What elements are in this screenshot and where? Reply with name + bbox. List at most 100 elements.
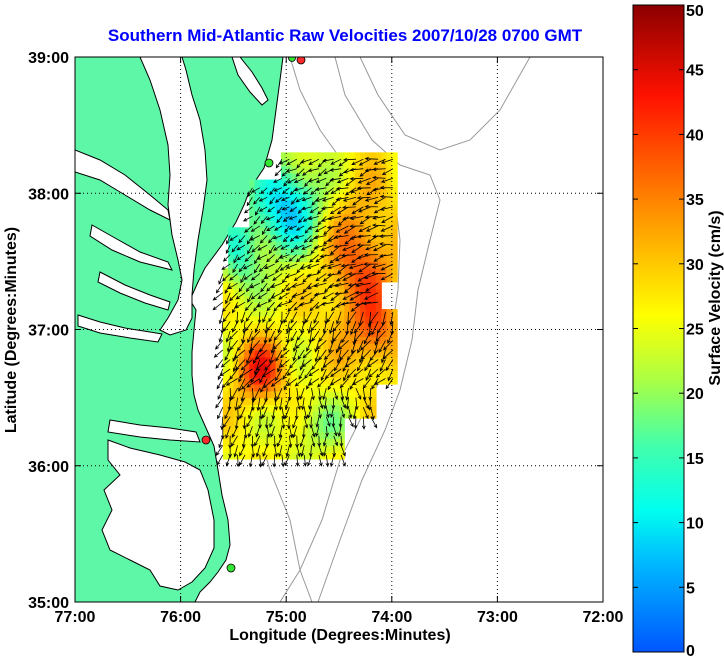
velocity-cell bbox=[291, 322, 298, 331]
velocity-arrow bbox=[331, 397, 336, 410]
velocity-arrow bbox=[370, 407, 375, 421]
velocity-cell bbox=[243, 438, 250, 446]
velocity-cell bbox=[233, 452, 240, 460]
velocity-arrow bbox=[293, 177, 305, 183]
velocity-arrow bbox=[356, 234, 371, 239]
velocity-cell bbox=[307, 363, 314, 371]
velocity-arrow bbox=[329, 378, 342, 386]
velocity-cell bbox=[328, 200, 335, 208]
velocity-cell bbox=[328, 288, 335, 297]
velocity-arrow bbox=[356, 254, 371, 260]
velocity-arrow bbox=[244, 254, 253, 263]
velocity-cell bbox=[254, 227, 261, 235]
velocity-arrow bbox=[302, 273, 312, 283]
velocity-cell bbox=[323, 261, 330, 269]
velocity-cell bbox=[360, 275, 366, 283]
velocity-cell bbox=[375, 322, 382, 331]
velocity-arrow bbox=[255, 349, 268, 360]
velocity-cell bbox=[286, 172, 293, 181]
velocity-cell bbox=[370, 322, 377, 331]
velocity-cell bbox=[296, 424, 303, 433]
velocity-cell bbox=[360, 193, 366, 201]
velocity-cell bbox=[365, 390, 372, 399]
velocity-cell bbox=[286, 234, 293, 242]
x-tick-label: 74:00 bbox=[371, 609, 412, 626]
x-axis-label: Longitude (Degrees:Minutes) bbox=[229, 627, 450, 644]
velocity-cell bbox=[349, 288, 356, 297]
velocity-arrow bbox=[363, 292, 379, 300]
bathymetry-contour bbox=[317, 57, 441, 602]
velocity-arrow bbox=[278, 158, 290, 165]
york-river bbox=[97, 271, 171, 311]
velocity-cell bbox=[339, 384, 345, 392]
velocity-cell bbox=[391, 159, 398, 167]
velocity-arrow bbox=[287, 416, 291, 430]
velocity-arrow bbox=[321, 158, 334, 163]
velocity-cell bbox=[238, 404, 245, 412]
velocity-cell bbox=[317, 159, 324, 167]
velocity-arrow bbox=[379, 253, 393, 258]
velocity-cell bbox=[222, 438, 229, 446]
colorbar-tick-label: 5 bbox=[686, 580, 695, 597]
velocity-cell bbox=[286, 411, 293, 419]
velocity-cell bbox=[381, 343, 388, 351]
velocity-cell bbox=[317, 309, 324, 317]
velocity-cell bbox=[296, 390, 303, 399]
velocity-cell bbox=[228, 329, 234, 337]
velocity-cell bbox=[286, 186, 293, 194]
colorbar-tick-label: 45 bbox=[686, 63, 704, 80]
velocity-arrow bbox=[246, 349, 253, 364]
velocity-cell bbox=[228, 424, 234, 433]
velocity-cell bbox=[354, 261, 361, 269]
velocity-arrow bbox=[317, 378, 327, 388]
velocity-cell bbox=[275, 445, 282, 453]
velocity-cell bbox=[302, 268, 308, 276]
velocity-cell bbox=[302, 315, 308, 324]
velocity-cell bbox=[296, 356, 303, 365]
velocity-cell bbox=[312, 172, 319, 181]
velocity-cell bbox=[302, 254, 308, 262]
velocity-arrow bbox=[335, 340, 342, 354]
velocity-cell bbox=[249, 390, 256, 399]
velocity-arrow bbox=[304, 311, 312, 324]
velocity-arrow bbox=[320, 244, 334, 251]
velocity-cell bbox=[317, 213, 324, 222]
velocity-arrow bbox=[304, 178, 312, 187]
velocity-cell bbox=[286, 227, 293, 235]
velocity-cell bbox=[254, 397, 261, 406]
velocity-cell bbox=[370, 295, 377, 303]
velocity-cell bbox=[275, 315, 282, 324]
velocity-cell bbox=[344, 193, 351, 201]
velocity-cell bbox=[243, 336, 250, 344]
velocity-cell bbox=[243, 288, 250, 297]
velocity-cell bbox=[275, 281, 282, 290]
velocity-cell bbox=[286, 152, 293, 160]
velocity-cell bbox=[275, 329, 282, 337]
velocity-cell bbox=[328, 268, 335, 276]
velocity-arrow bbox=[243, 426, 248, 439]
velocity-cell bbox=[339, 377, 345, 385]
velocity-arrow bbox=[280, 454, 285, 468]
velocity-cell bbox=[370, 261, 377, 269]
velocity-cell bbox=[291, 275, 298, 283]
velocity-arrow bbox=[333, 426, 338, 437]
velocity-cell bbox=[270, 240, 277, 249]
velocity-cell bbox=[259, 268, 266, 276]
velocity-cell bbox=[296, 397, 303, 406]
velocity-cell bbox=[249, 200, 256, 208]
velocity-cell bbox=[265, 315, 271, 324]
velocity-cell bbox=[391, 356, 398, 365]
velocity-cell bbox=[349, 404, 356, 412]
velocity-cell bbox=[339, 227, 345, 235]
velocity-arrow bbox=[272, 435, 277, 449]
velocity-cell bbox=[222, 370, 229, 378]
velocity-cell bbox=[254, 438, 261, 446]
velocity-arrow bbox=[365, 225, 379, 232]
velocity-cell bbox=[270, 336, 277, 344]
velocity-arrow bbox=[318, 397, 324, 410]
velocity-cell bbox=[259, 302, 266, 310]
velocity-cell bbox=[375, 329, 382, 337]
velocity-arrow bbox=[335, 186, 349, 191]
x-axis: 77:00 76:00 75:00 74:00 73:00 72:00 bbox=[55, 57, 624, 626]
velocity-cell bbox=[296, 336, 303, 344]
